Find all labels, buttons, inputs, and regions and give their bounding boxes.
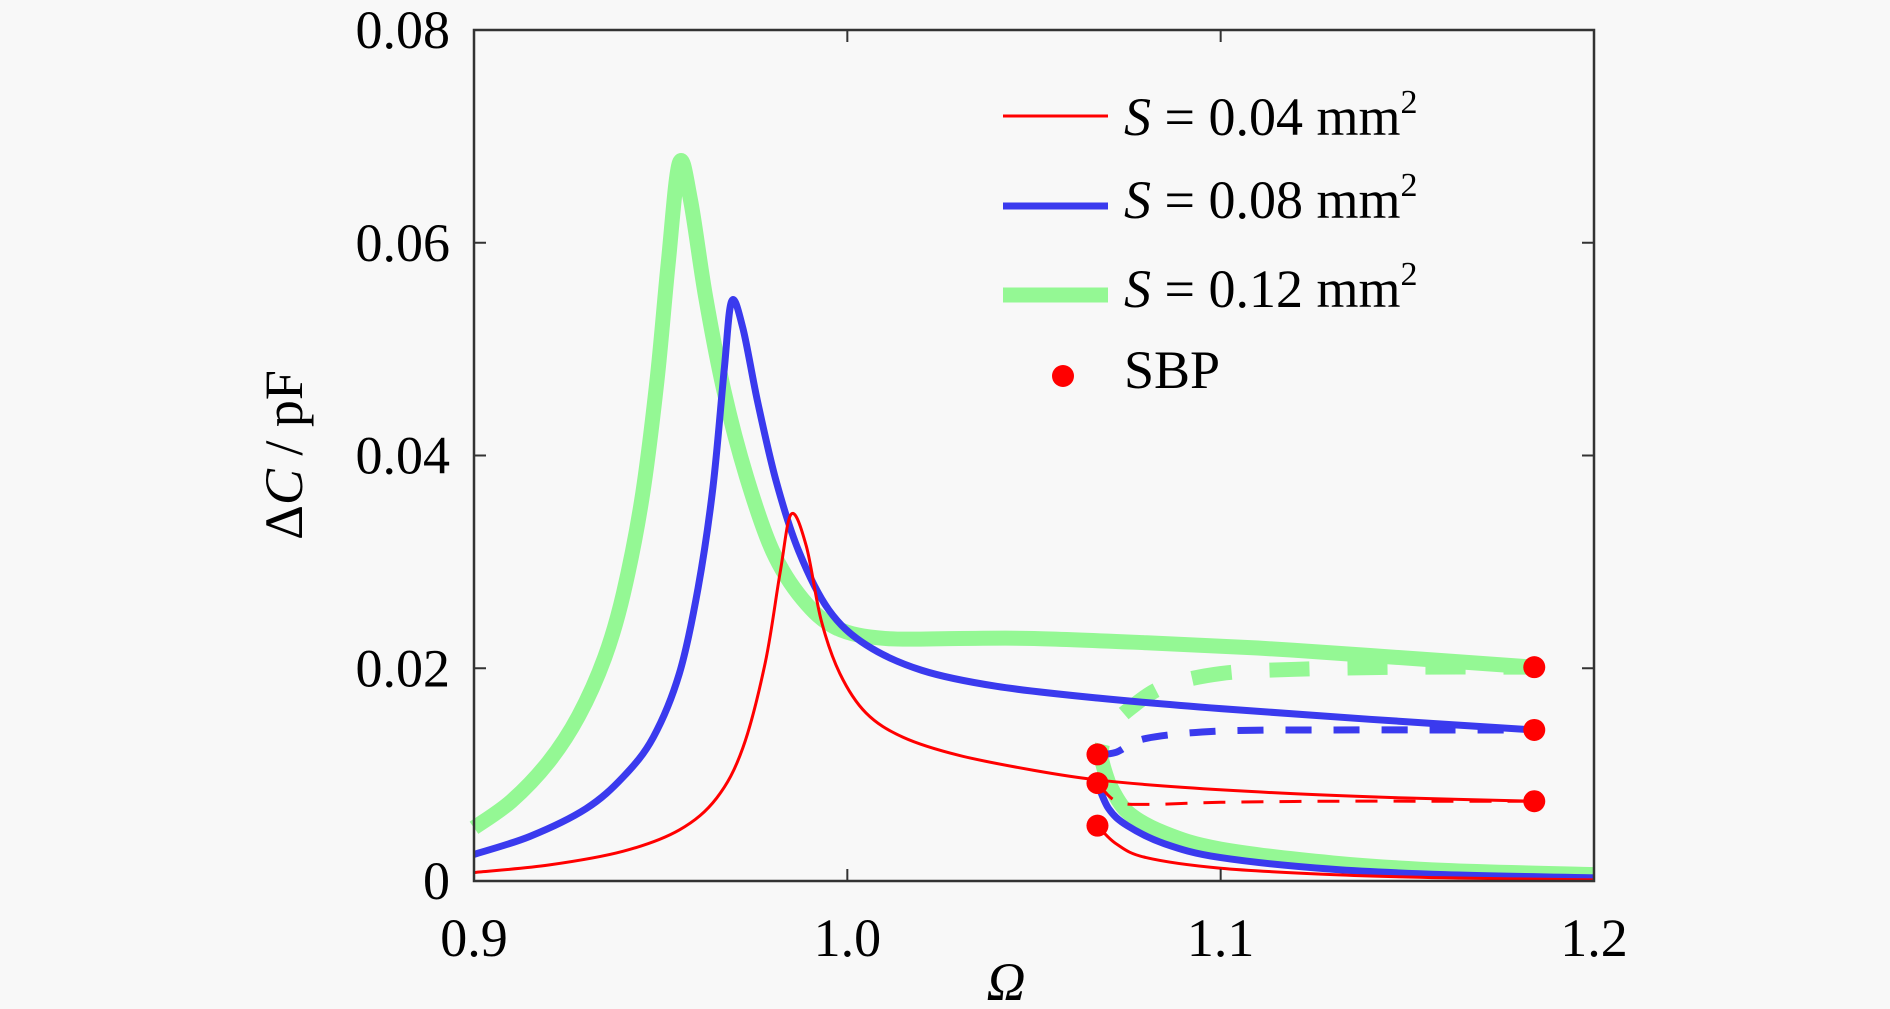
sbp-point-5 bbox=[1523, 790, 1546, 813]
curve-s004-lower-stable bbox=[1096, 824, 1595, 882]
tick-labels-layer: 0.9 1.0 1.1 1.2 0 0.02 0.04 0.06 0.08 bbox=[356, 0, 1628, 968]
sbp-point-2 bbox=[1086, 814, 1109, 837]
curve-s008-unstable bbox=[1097, 726, 1535, 758]
curve-s008-upper-stable bbox=[472, 296, 1535, 858]
x-tick-label-2: 1.1 bbox=[1187, 908, 1255, 968]
sbp-point-3 bbox=[1523, 656, 1546, 679]
ticks-layer bbox=[473, 29, 1595, 882]
legend-label-s004: S = 0.04 mm2 bbox=[1124, 84, 1417, 147]
legend-label-s012: S = 0.12 mm2 bbox=[1124, 256, 1417, 319]
legend-label-sbp: SBP bbox=[1124, 340, 1220, 400]
x-tick-label-1: 1.0 bbox=[814, 908, 882, 968]
y-tick-label-0: 0 bbox=[423, 851, 450, 911]
y-tick-label-1: 0.02 bbox=[356, 638, 451, 698]
legend: S = 0.04 mm2 S = 0.08 mm2 S = 0.12 mm2 S… bbox=[1003, 84, 1417, 400]
curve-s012-lower-stable bbox=[1102, 779, 1595, 883]
sbp-point-1 bbox=[1086, 772, 1109, 795]
x-tick-label-0: 0.9 bbox=[440, 908, 508, 968]
x-axis-label: Ω bbox=[986, 952, 1025, 1009]
x-tick-label-3: 1.2 bbox=[1560, 908, 1628, 968]
sbp-point-0 bbox=[1086, 743, 1109, 766]
y-tick-label-4: 0.08 bbox=[356, 0, 451, 60]
y-axis-label-unit: / pF bbox=[254, 370, 314, 469]
curve-s008-lower-stable bbox=[1094, 781, 1595, 882]
legend-swatch-sbp bbox=[1052, 365, 1074, 387]
y-tick-label-2: 0.04 bbox=[356, 426, 451, 486]
curve-s004-upper-stable bbox=[473, 511, 1535, 874]
y-axis-label-delta: Δ bbox=[254, 505, 314, 540]
legend-label-s008: S = 0.08 mm2 bbox=[1124, 167, 1417, 230]
y-axis-label: ΔC / pF bbox=[254, 370, 314, 540]
curves-layer bbox=[469, 153, 1595, 883]
sbp-markers-layer bbox=[1086, 656, 1546, 837]
curve-s012-upper-stable bbox=[469, 153, 1535, 834]
sbp-point-4 bbox=[1523, 718, 1546, 741]
y-tick-label-3: 0.06 bbox=[356, 213, 451, 273]
y-axis-label-var: C bbox=[254, 468, 314, 505]
curve-s004-unstable bbox=[1096, 782, 1535, 806]
